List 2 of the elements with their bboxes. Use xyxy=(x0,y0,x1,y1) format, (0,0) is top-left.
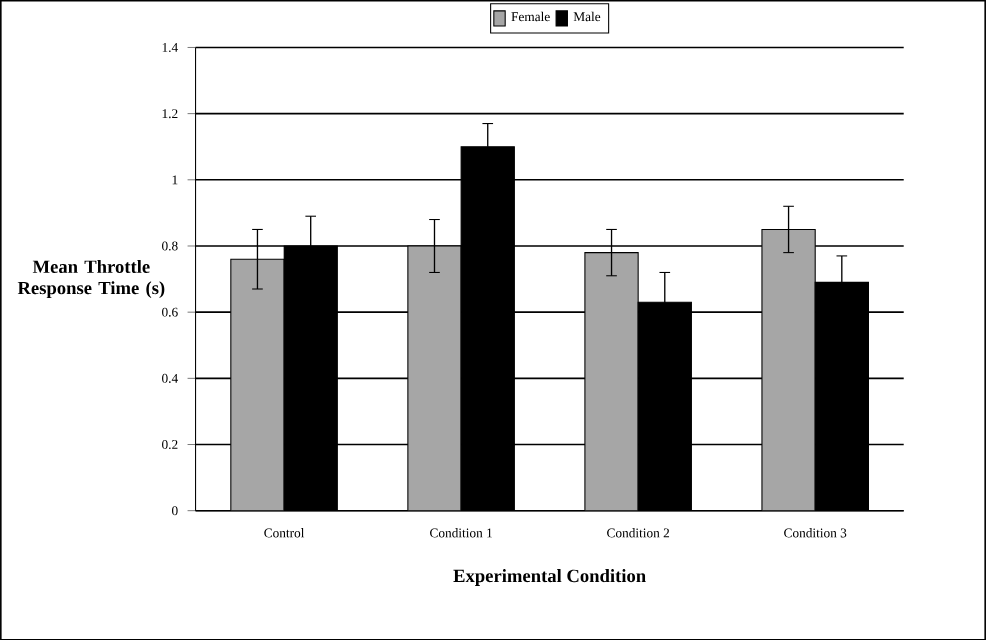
y-axis-title: Mean Throttle Response Time (s) xyxy=(17,259,165,298)
x-axis-title: Experimental Condition xyxy=(453,568,646,586)
